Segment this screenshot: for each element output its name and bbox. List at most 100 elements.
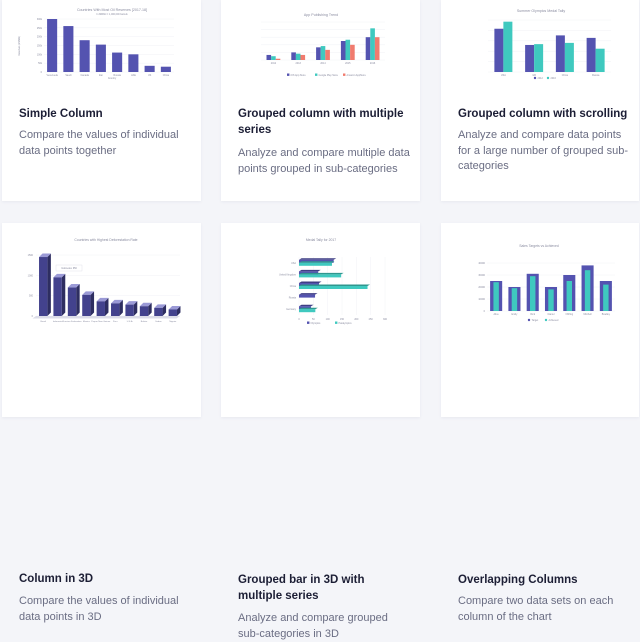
bar-side — [148, 302, 152, 316]
legend-swatch — [527, 318, 531, 322]
bar — [340, 41, 346, 60]
x-tick-label: 200 — [354, 318, 359, 321]
bar-top — [82, 291, 95, 295]
x-tick-label: Indonesia — [53, 321, 63, 323]
x-tick-label: 2015 — [345, 62, 351, 65]
bar-side — [133, 301, 138, 316]
x-tick-label: Brazil — [40, 320, 46, 323]
tooltip-text: Indonesia: 950 — [61, 267, 77, 270]
bar-side — [90, 291, 95, 316]
card-title[interactable]: Column in 3D — [19, 573, 94, 585]
x-tick-label: U.S.A — [127, 320, 133, 323]
bar — [144, 65, 155, 72]
x-tick-label: 250 — [369, 318, 374, 321]
grouped-scroll-chart-preview: Summer Olympics Medal Tally USA GB China Rus… — [488, 9, 611, 80]
chart-card-grouped-bar-3d[interactable]: Medal Tally for 2017 0 50 100 150 200 250 300 US… — [221, 223, 420, 640]
bar — [112, 52, 123, 72]
legend-swatch — [544, 318, 548, 322]
bar-top — [96, 297, 109, 302]
chart-card-simple-column[interactable]: Countries With Most Oil Reserves [2017-1… — [2, 0, 201, 201]
bar — [111, 303, 120, 316]
column-3d-chart-preview: Countries with Highest Deforestation Rat… — [28, 238, 181, 323]
bar — [266, 54, 272, 60]
tooltip-box — [55, 264, 83, 272]
y-tick-label: Russia — [289, 297, 297, 300]
legend-swatch — [287, 73, 290, 76]
bar — [503, 21, 513, 72]
bar — [299, 286, 368, 289]
x-tick-label: Mitchell — [584, 313, 593, 316]
y-tick-label: United Kingdom — [279, 273, 296, 276]
legend-label: 2012 — [538, 77, 544, 80]
y-tick-label: 0 — [32, 315, 34, 318]
bar-side — [176, 305, 181, 316]
bar-top — [67, 284, 80, 288]
x-tick-label: 50 — [312, 318, 315, 321]
card-title[interactable]: Grouped column with multiple series — [238, 108, 404, 136]
bar — [555, 35, 565, 72]
x-tick-label: Venezuela — [47, 74, 59, 77]
chart-card-grouped-scroll[interactable]: Summer Olympics Medal Tally USA GB China Rus… — [441, 0, 639, 201]
bar — [345, 39, 351, 60]
y-tick-label: 10000 — [478, 298, 485, 301]
x-tick-label: US — [148, 74, 152, 77]
x-tick-label: Alice — [494, 313, 500, 316]
card-description: Analyze and compare multiple data points… — [238, 147, 410, 175]
overlapping-columns-chart-preview: Sales Targets vs Achieved 40000 30000 20000… — [478, 244, 615, 322]
bar — [271, 56, 276, 60]
x-tick-label: GB — [532, 74, 536, 77]
x-tick-label: 300 — [383, 318, 388, 321]
bar-achieved — [493, 282, 499, 311]
legend-swatch — [546, 76, 550, 80]
bar — [291, 52, 296, 60]
bar — [325, 49, 330, 60]
y-tick-label: 50k — [38, 62, 43, 65]
bar-achieved — [603, 284, 609, 311]
card-title[interactable]: Overlapping Columns — [458, 574, 578, 586]
bar-achieved — [548, 289, 554, 311]
bar — [316, 47, 321, 60]
bar — [82, 294, 91, 316]
bar — [295, 53, 301, 60]
bar-side — [47, 253, 51, 316]
y-tick-label: 1000 — [28, 274, 34, 277]
grouped-bar-3d-chart-preview: Medal Tally for 2017 0 50 100 150 200 250 300 US… — [279, 238, 388, 325]
y-tick-label: 20000 — [478, 286, 485, 289]
bar-side — [162, 304, 167, 316]
card-description: Compare the values of individual data po… — [19, 129, 179, 157]
card-title[interactable]: Grouped bar in 3D with multiple series — [238, 574, 365, 602]
bar-top — [299, 281, 322, 283]
bar — [154, 307, 163, 316]
chart-title: App Publishing Trend — [304, 13, 338, 17]
legend-swatch — [335, 321, 338, 324]
bar-top — [299, 261, 335, 263]
x-tick-label: Nigeria — [169, 320, 177, 323]
card-title[interactable]: Grouped column with scrolling — [458, 108, 628, 120]
bar — [534, 44, 544, 72]
x-tick-label: 0 — [298, 318, 300, 321]
chart-card-overlapping-columns[interactable]: Sales Targets vs Achieved 40000 30000 20000… — [441, 223, 639, 623]
chart-card-grouped-column[interactable]: App Publishing Trend 2012 2013 2014 2015 2016… — [221, 0, 420, 201]
bar — [95, 44, 106, 72]
y-tick-label: 40000 — [478, 262, 485, 265]
x-tick-label: Ohlfing — [565, 313, 573, 316]
y-tick-label: 0 — [484, 310, 486, 313]
bar — [275, 58, 281, 60]
x-tick-label: Iran — [99, 74, 104, 77]
y-tick-label: 30000 — [478, 274, 485, 277]
bar — [300, 54, 306, 60]
bar — [299, 259, 334, 263]
bar — [350, 44, 355, 60]
y-tick-label: 250k — [37, 27, 43, 30]
card-title[interactable]: Simple Column — [19, 108, 103, 120]
y-tick-label: Germany — [286, 308, 297, 311]
bar — [564, 42, 574, 72]
chart-card-column-3d[interactable]: Countries with Highest Deforestation Rat… — [2, 223, 201, 623]
x-tick-label: UAE — [131, 74, 136, 77]
x-tick-label: Russia — [113, 74, 121, 77]
bar — [125, 304, 134, 316]
bar-side — [61, 273, 66, 316]
legend-label: Achieved — [549, 319, 560, 322]
bar — [53, 277, 62, 316]
card-description: Compare the values of individual data po… — [19, 595, 179, 623]
